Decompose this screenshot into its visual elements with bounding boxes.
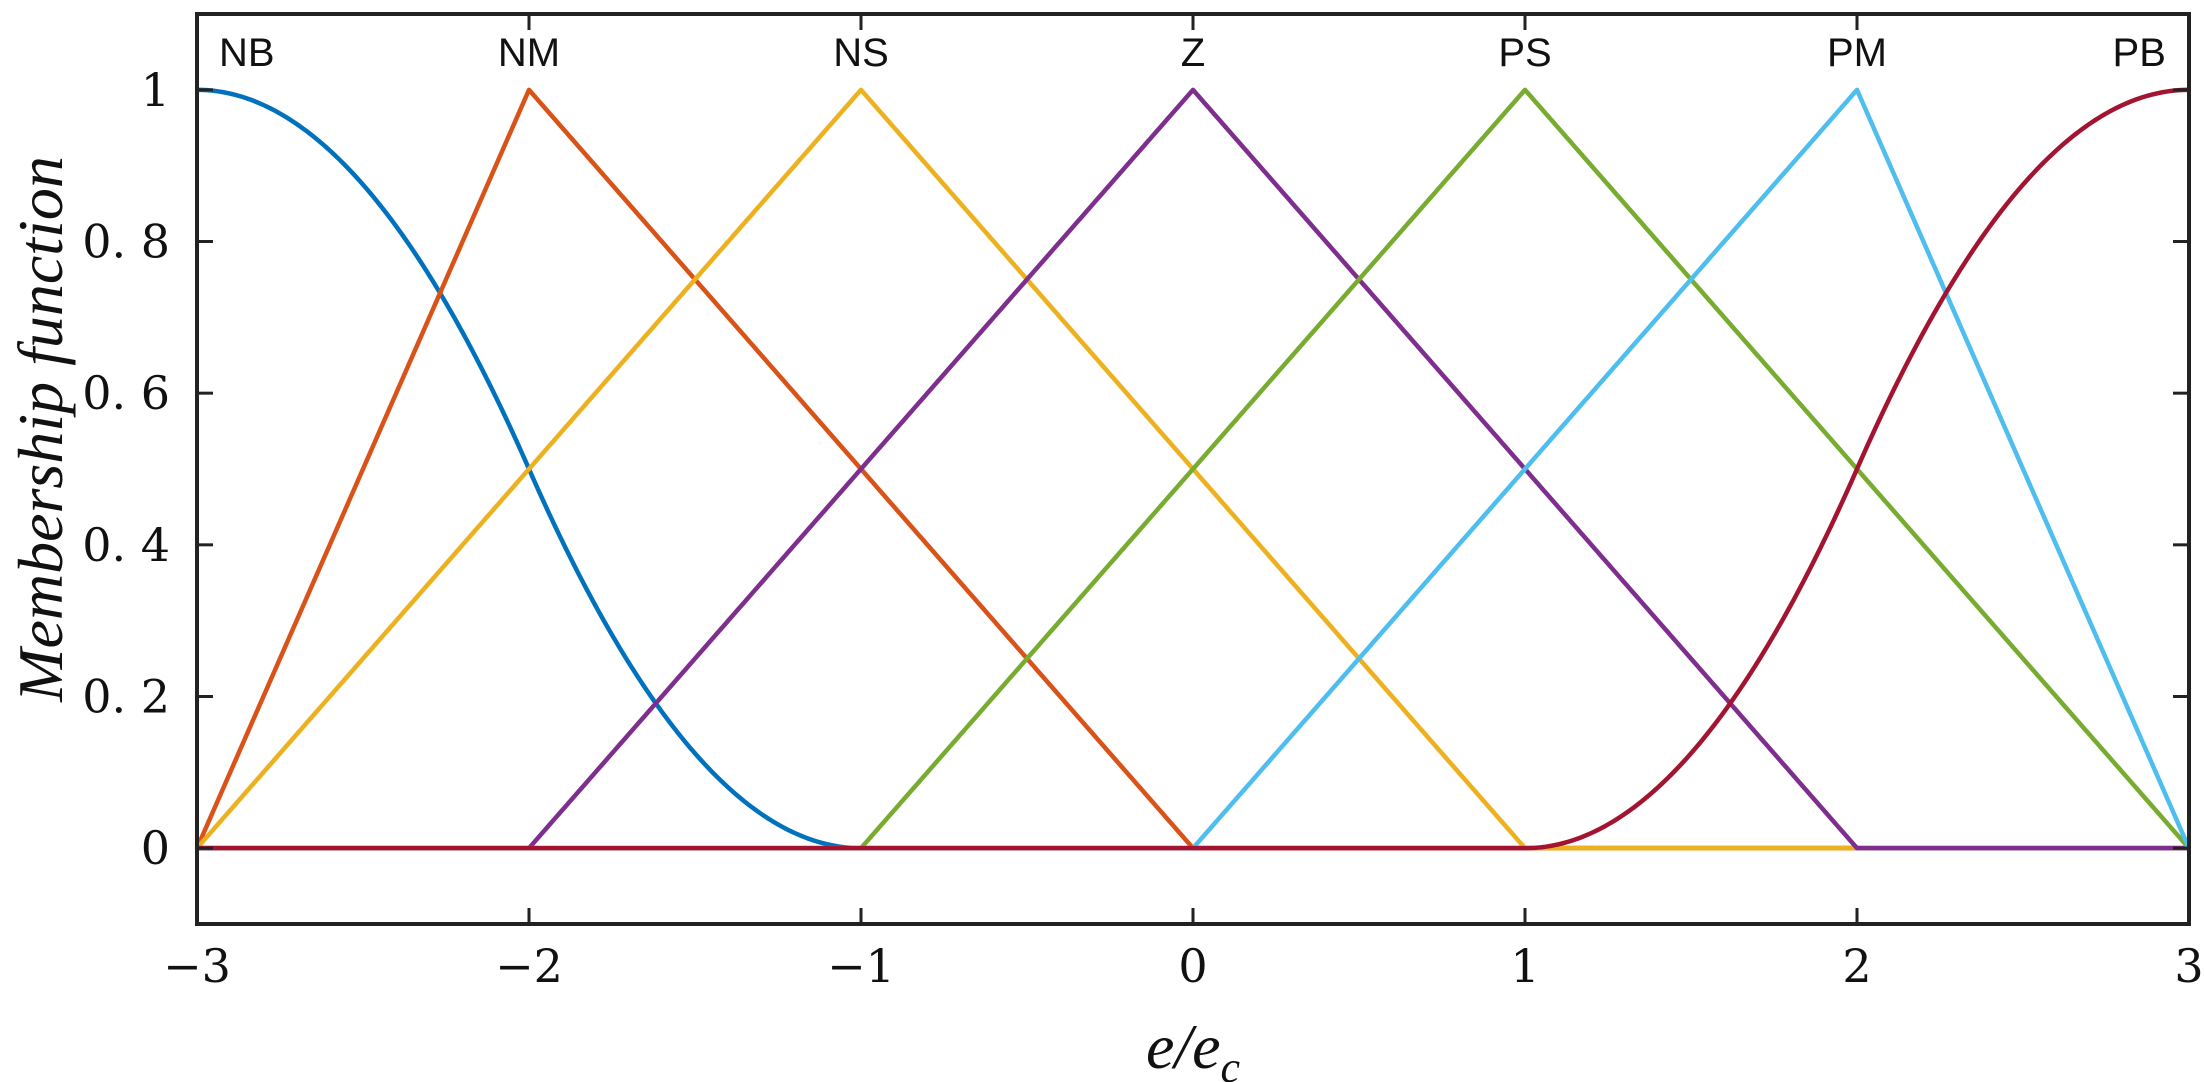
x-tick-label: −1 xyxy=(827,939,895,993)
membership-label-nm: NM xyxy=(498,31,560,75)
x-axis-title: e/ec xyxy=(1146,1011,1241,1082)
membership-label-nb: NB xyxy=(219,31,275,75)
y-tick-label: 1 xyxy=(141,63,170,117)
membership-label-pm: PM xyxy=(1827,31,1887,75)
series-line-pb xyxy=(197,87,2190,851)
y-tick-label: 0 xyxy=(141,821,170,875)
x-axis-title-subscript: c xyxy=(1221,1043,1241,1082)
x-tick-label: 0 xyxy=(1178,939,1207,993)
membership-label-pb: PB xyxy=(2113,31,2166,75)
x-axis-title-main: e/e xyxy=(1146,1011,1221,1082)
x-tick-label: 2 xyxy=(1842,939,1871,993)
x-tick-label: −2 xyxy=(495,939,563,993)
y-tick-label: 0. 2 xyxy=(82,670,170,724)
ticks-layer: −3 −2 −1 0 1 2 3 0 0. 2 0. 4 0. 6 0. 8 1 xyxy=(82,14,2204,993)
x-tick-label: −3 xyxy=(163,939,231,993)
membership-label-ns: NS xyxy=(833,31,889,75)
y-tick-label: 0. 6 xyxy=(82,366,170,420)
membership-label-z: Z xyxy=(1181,31,1205,75)
y-tick-label: 0. 4 xyxy=(82,518,170,572)
x-tick-label: 3 xyxy=(2174,939,2203,993)
membership-label-ps: PS xyxy=(1498,31,1551,75)
y-axis-title: Membership function xyxy=(5,156,76,703)
x-tick-label: 1 xyxy=(1510,939,1539,993)
series-line-ps xyxy=(197,87,2191,851)
membership-labels-layer: NB NM NS Z PS PM PB xyxy=(219,31,2166,75)
y-tick-label: 0. 8 xyxy=(82,215,170,269)
curves-layer xyxy=(194,87,2192,851)
